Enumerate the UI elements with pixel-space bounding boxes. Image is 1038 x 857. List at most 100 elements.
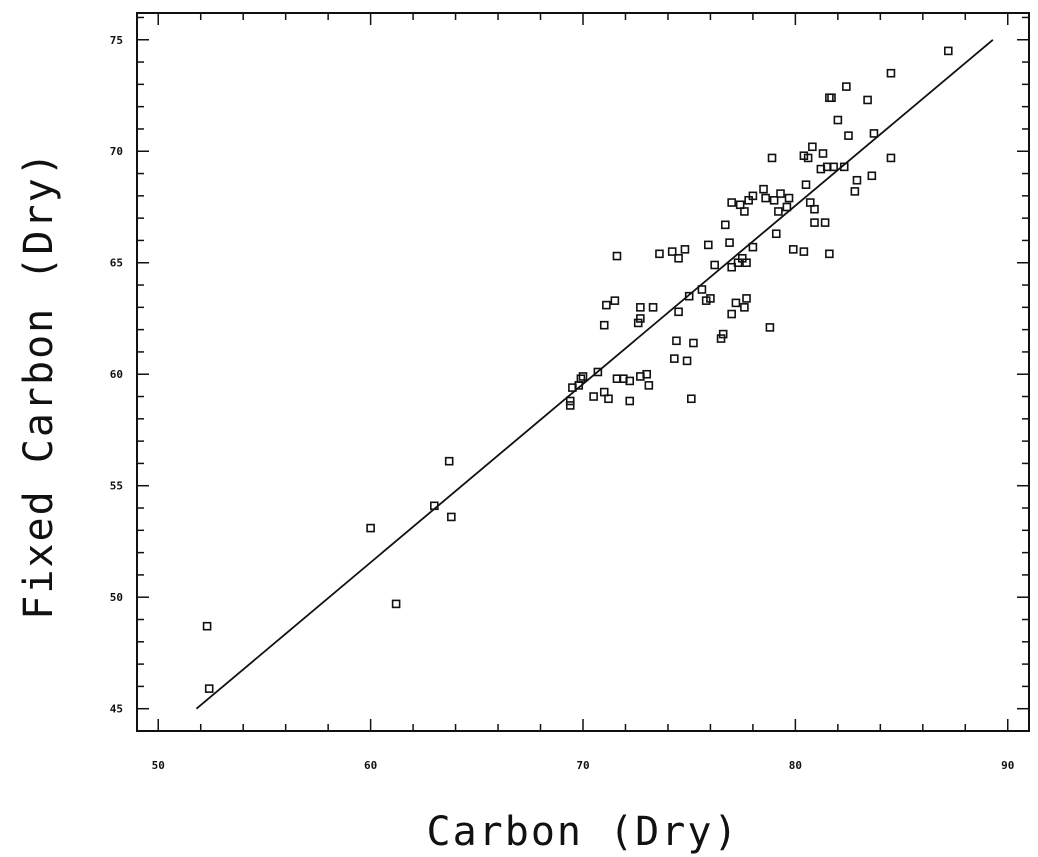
data-point xyxy=(842,82,851,91)
data-point xyxy=(204,684,214,693)
data-point xyxy=(687,394,696,404)
data-point xyxy=(680,245,690,254)
data-point xyxy=(839,162,849,172)
data-point xyxy=(565,396,575,406)
data-point xyxy=(782,202,792,212)
data-point xyxy=(602,300,611,310)
data-point xyxy=(761,193,770,203)
data-point xyxy=(829,162,838,172)
data-point xyxy=(818,149,828,158)
data-point xyxy=(886,68,896,78)
data-point xyxy=(672,336,681,346)
data-point xyxy=(808,142,817,152)
tick-labels: 50 60 70 80 90 45 50 55 60 65 70 75 xyxy=(110,34,1015,772)
x-tick-label: 50 xyxy=(152,759,165,772)
data-point xyxy=(684,291,694,301)
data-point xyxy=(593,367,603,377)
data-point xyxy=(655,249,664,259)
data-point xyxy=(202,621,212,631)
data-point xyxy=(731,298,741,308)
data-point xyxy=(682,356,692,366)
data-point xyxy=(565,401,575,410)
data-point xyxy=(799,247,809,256)
data-point xyxy=(810,204,819,214)
data-point xyxy=(742,294,751,303)
y-tick-label: 45 xyxy=(110,703,123,716)
data-point xyxy=(720,220,730,230)
data-point xyxy=(625,396,635,406)
data-point xyxy=(774,207,783,216)
data-point xyxy=(716,334,726,343)
data-point xyxy=(784,193,794,203)
y-tick-label: 50 xyxy=(110,591,123,604)
data-point xyxy=(767,153,777,163)
data-point xyxy=(689,338,698,348)
data-point xyxy=(852,175,862,185)
data-point xyxy=(740,303,749,312)
data-point xyxy=(642,369,652,379)
data-point xyxy=(612,251,622,261)
data-point xyxy=(674,307,683,317)
data-point xyxy=(863,95,872,105)
data-point xyxy=(765,323,775,332)
data-point xyxy=(718,329,728,339)
data-point xyxy=(610,296,620,305)
data-point xyxy=(578,372,588,381)
data-point xyxy=(727,309,736,319)
data-point xyxy=(844,131,853,140)
data-point xyxy=(827,93,836,103)
data-point xyxy=(776,189,785,198)
axis-ticks xyxy=(137,13,1029,731)
data-points xyxy=(202,46,953,693)
data-point xyxy=(825,249,834,259)
data-point xyxy=(366,523,375,533)
data-point xyxy=(850,187,860,196)
data-point xyxy=(869,129,879,138)
x-tick-label: 90 xyxy=(1001,759,1014,772)
data-point xyxy=(667,247,677,256)
data-point xyxy=(748,242,758,252)
data-point xyxy=(589,392,598,401)
x-tick-label: 80 xyxy=(789,759,802,772)
data-point xyxy=(636,303,645,312)
data-point xyxy=(867,171,877,181)
data-point xyxy=(801,180,811,189)
data-point xyxy=(633,318,643,328)
x-axis-label: Carbon (Dry) xyxy=(427,809,740,855)
data-point xyxy=(391,599,401,609)
data-point xyxy=(697,285,707,294)
data-point xyxy=(625,376,635,386)
data-point xyxy=(447,512,456,522)
y-axis-label: Fixed Carbon (Dry) xyxy=(16,150,62,619)
data-point xyxy=(727,198,736,207)
data-point xyxy=(444,456,454,466)
data-point xyxy=(636,314,645,323)
data-point xyxy=(670,354,679,363)
data-point xyxy=(576,374,586,383)
y-tick-label: 70 xyxy=(110,145,123,158)
x-tick-label: 70 xyxy=(576,759,589,772)
x-tick-label: 60 xyxy=(364,759,377,772)
data-point xyxy=(725,238,734,247)
y-tick-label: 55 xyxy=(110,480,123,493)
data-point xyxy=(943,46,953,56)
data-point xyxy=(803,153,813,163)
data-point xyxy=(759,184,768,194)
y-tick-label: 65 xyxy=(110,257,123,270)
data-point xyxy=(727,262,736,272)
data-point xyxy=(771,229,781,239)
data-point xyxy=(599,320,609,330)
data-point xyxy=(769,196,779,205)
data-point xyxy=(710,260,719,270)
data-point xyxy=(644,381,654,390)
data-point xyxy=(833,115,843,125)
data-point xyxy=(740,207,749,216)
data-point xyxy=(748,191,758,201)
data-point xyxy=(788,245,798,254)
y-tick-label: 75 xyxy=(110,34,123,47)
data-point xyxy=(825,93,834,103)
data-point xyxy=(648,303,658,312)
data-point xyxy=(742,258,751,268)
data-point xyxy=(430,501,439,511)
